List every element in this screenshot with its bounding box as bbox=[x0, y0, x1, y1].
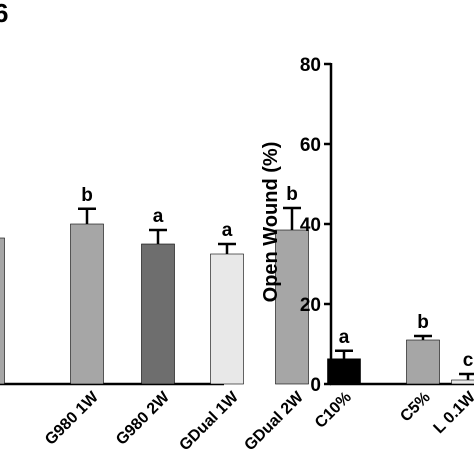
significance-letter: c bbox=[463, 350, 474, 371]
bar bbox=[327, 358, 361, 385]
bar bbox=[406, 339, 440, 385]
panel-label: 6 bbox=[0, 0, 8, 28]
bar bbox=[275, 229, 309, 385]
significance-letter: b bbox=[286, 184, 298, 205]
significance-letter: a bbox=[222, 220, 233, 241]
bar bbox=[210, 253, 244, 385]
x-tick-label: G980 1W bbox=[42, 388, 102, 448]
x-tick-label: L 0.1W bbox=[431, 388, 474, 437]
x-tick-label: GDual 2W bbox=[241, 388, 307, 454]
y-axis-label: Open Wound (%) bbox=[260, 142, 282, 303]
bar bbox=[141, 243, 175, 385]
significance-letter: a bbox=[339, 327, 350, 348]
bar bbox=[70, 223, 104, 385]
x-tick-label: G980 2W bbox=[113, 388, 173, 448]
significance-letter: b bbox=[417, 312, 429, 333]
bar bbox=[451, 379, 474, 385]
y-tick-label: 0 bbox=[310, 375, 321, 396]
bar bbox=[0, 237, 5, 385]
y-tick-label: 40 bbox=[300, 215, 321, 236]
significance-letter: a bbox=[153, 206, 164, 227]
x-tick-label: C5% bbox=[397, 389, 434, 426]
y-tick-label: 60 bbox=[300, 135, 321, 156]
x-tick-label: GDual 1W bbox=[176, 388, 242, 454]
y-tick-label: 20 bbox=[300, 295, 321, 316]
y-tick-label: 80 bbox=[300, 55, 321, 76]
significance-letter: b bbox=[81, 185, 93, 206]
